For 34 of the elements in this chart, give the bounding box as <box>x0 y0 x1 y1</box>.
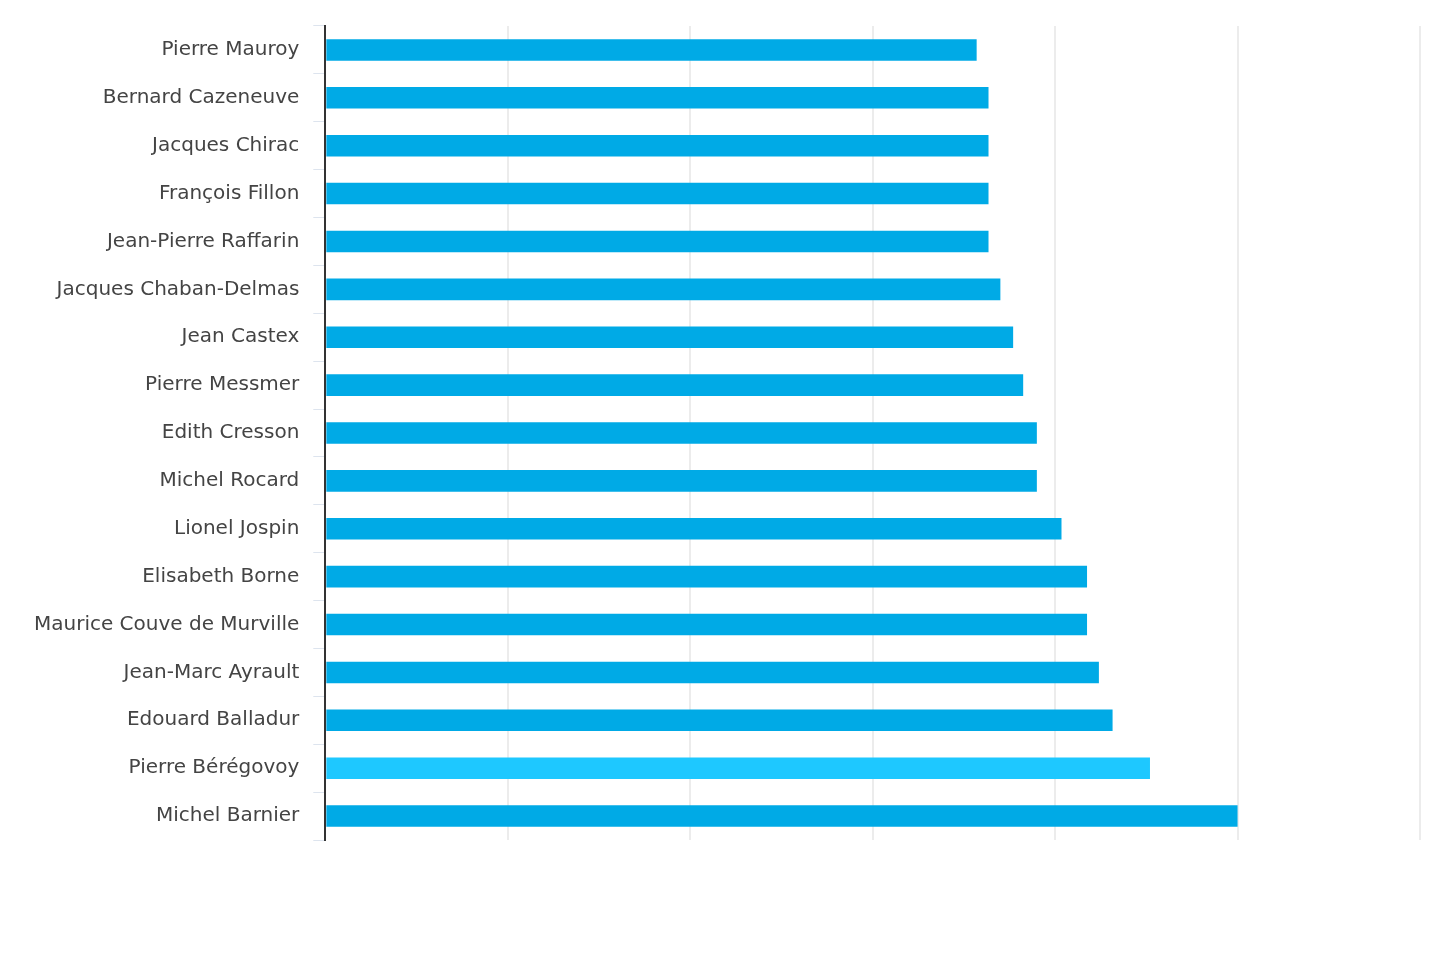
y-tick-label: Jacques Chaban-Delmas <box>54 275 300 300</box>
bar <box>326 422 1037 444</box>
bar <box>326 470 1037 492</box>
bar <box>326 805 1238 827</box>
y-tick-label: Edouard Balladur <box>126 706 301 731</box>
y-tick-label: Pierre Bérégovoy <box>128 754 300 779</box>
bar <box>326 709 1113 732</box>
y-tick-label: Michel Barnier <box>156 802 301 827</box>
y-tick-label: Maurice Couve de Murville <box>33 610 300 635</box>
bar <box>326 134 989 157</box>
bar <box>326 278 1001 301</box>
y-tick-label: Pierre Messmer <box>145 371 301 396</box>
bar <box>326 613 1088 636</box>
bar <box>326 87 989 109</box>
y-tick-label: Elisabeth Borne <box>142 562 300 587</box>
y-tick-label: Jean-Marc Ayrault <box>121 658 300 683</box>
bar <box>326 661 1099 684</box>
bar <box>326 565 1088 588</box>
y-tick-label: Jean Castex <box>179 323 300 348</box>
bar <box>326 517 1062 540</box>
y-tick-label: Michel Rocard <box>159 467 300 492</box>
bar <box>326 374 1024 396</box>
bar <box>326 39 977 61</box>
y-tick-label: François Fillon <box>158 179 300 204</box>
bar <box>326 182 989 205</box>
bar <box>326 757 1150 779</box>
y-tick-label: Edith Cresson <box>161 419 300 444</box>
y-tick-label: Pierre Mauroy <box>161 36 300 61</box>
y-tick-label: Jacques Chirac <box>150 131 300 156</box>
bar <box>326 230 989 253</box>
y-tick-label: Lionel Jospin <box>174 514 300 539</box>
bar <box>326 326 1014 349</box>
y-tick-label: Jean-Pierre Raffarin <box>104 227 300 252</box>
y-tick-label: Bernard Cazeneuve <box>102 84 300 109</box>
